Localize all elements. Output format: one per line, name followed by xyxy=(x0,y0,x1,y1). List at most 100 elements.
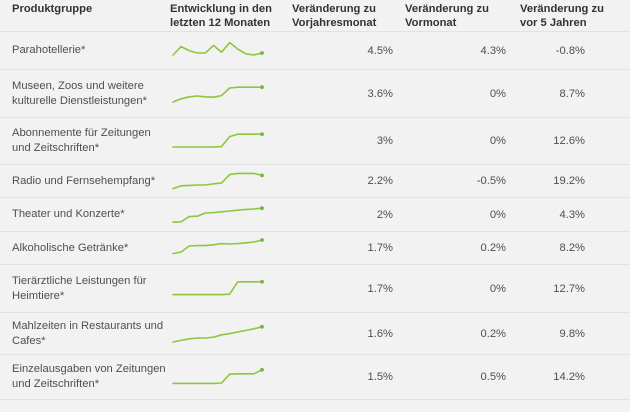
row-value-yoy: 1.6% xyxy=(367,327,394,340)
table-row[interactable]: Mahlzeiten in Restaurants und Cafes* 1.6% 0… xyxy=(0,313,630,355)
sparkline-endpoint-dot xyxy=(260,173,264,178)
row-value-mom: 4.3% xyxy=(480,44,507,57)
column-header-mom-line2: Vormonat xyxy=(405,16,457,29)
trend-sparkline xyxy=(172,84,264,103)
sparkline-path xyxy=(172,369,263,385)
sparkline-path xyxy=(172,325,263,343)
row-trend-sparkline-cell xyxy=(170,321,290,347)
column-header-mom-line1: Veränderung zu xyxy=(405,3,489,15)
row-trend-sparkline-cell xyxy=(170,81,290,107)
row-value-mom: 0% xyxy=(489,87,506,100)
sparkline-endpoint-dot xyxy=(260,238,264,242)
row-product-group: Museen, Zoos und weitere kulturelle Diens… xyxy=(0,79,170,109)
table-row[interactable]: Einzelausgaben von Zeitungen und Zeitschr… xyxy=(0,355,630,400)
row-product-group: Tierärztliche Leistungen für Heimtiere* xyxy=(0,274,170,304)
table-row[interactable]: Theater und Konzerte* 2% 0% 4.3% xyxy=(0,198,630,232)
row-product-group-line1: Radio und Fernsehempfang* xyxy=(12,174,156,187)
row-value-fiveyear: -0.8% xyxy=(555,44,585,57)
row-product-group-line1: Abonnemente für Zeitungen xyxy=(12,127,151,139)
row-product-group-line1: Einzelausgaben von Zeitungen xyxy=(12,363,166,375)
row-value-fiveyear: 12.7% xyxy=(553,282,585,295)
column-header-product-group-label: Produktgruppe xyxy=(12,3,93,15)
row-value-mom: 0% xyxy=(489,282,506,295)
row-value-yoy: 1.7% xyxy=(367,282,394,295)
column-header-product-group: Produktgruppe xyxy=(0,3,170,17)
row-value-fiveyear: 12.6% xyxy=(553,135,585,147)
row-product-group-line1: Museen, Zoos und weitere xyxy=(12,79,144,92)
row-product-group: Parahotellerie* xyxy=(0,43,170,58)
trend-sparkline xyxy=(172,41,264,56)
row-product-group-line2: und Zeitschriften* xyxy=(12,378,100,390)
table-row[interactable]: Radio und Fernsehempfang* 2.2% -0.5% 19.2% xyxy=(0,165,630,198)
row-product-group-line1: Mahlzeiten in Restaurants und xyxy=(12,319,164,332)
row-product-group-line2: kulturelle Dienstleistungen* xyxy=(12,94,147,107)
column-header-trend-line2: letzten 12 Monaten xyxy=(170,16,271,29)
row-product-group-line2: Heimtiere* xyxy=(12,289,65,302)
sparkline-path xyxy=(172,133,263,148)
sparkline-path xyxy=(172,239,263,255)
row-value-fiveyear: 9.8% xyxy=(559,327,586,340)
sparkline-path xyxy=(172,85,263,103)
row-value-mom: 0% xyxy=(489,208,506,221)
row-value-mom: 0.2% xyxy=(480,327,507,340)
table-row[interactable]: Alkoholische Getränke* 1.7% 0.2% 8.2% xyxy=(0,232,630,265)
row-trend-sparkline-cell xyxy=(170,128,290,154)
table-header-row: Produktgruppe Entwicklung in den letzten… xyxy=(0,0,630,32)
row-value-fiveyear: 8.7% xyxy=(559,87,586,100)
sparkline-endpoint-dot xyxy=(260,324,264,329)
trend-sparkline xyxy=(172,205,264,223)
sparkline-path xyxy=(172,206,263,223)
row-value-fiveyear: 14.2% xyxy=(553,371,585,383)
trend-sparkline xyxy=(172,238,264,255)
sparkline-endpoint-dot xyxy=(260,50,264,55)
row-product-group-line1: Tierärztliche Leistungen für xyxy=(12,274,147,287)
table-row[interactable]: Tierärztliche Leistungen für Heimtiere* 1.… xyxy=(0,265,630,313)
row-product-group: Alkoholische Getränke* xyxy=(0,241,170,256)
trend-sparkline xyxy=(172,172,264,190)
row-trend-sparkline-cell xyxy=(170,235,290,261)
trend-sparkline xyxy=(172,132,264,148)
row-product-group: Abonnemente für Zeitungen und Zeitschrift… xyxy=(0,126,170,156)
row-trend-sparkline-cell xyxy=(170,202,290,228)
sparkline-endpoint-dot xyxy=(260,279,264,284)
sparkline-path xyxy=(172,41,263,56)
row-product-group: Mahlzeiten in Restaurants und Cafes* xyxy=(0,319,170,349)
row-product-group-line2: Cafes* xyxy=(12,334,46,347)
row-value-yoy: 3.6% xyxy=(367,87,394,100)
row-value-yoy: 3% xyxy=(376,135,393,147)
row-value-fiveyear: 4.3% xyxy=(559,208,586,221)
row-value-mom: 0.2% xyxy=(480,242,507,254)
row-value-yoy: 1.7% xyxy=(367,242,394,254)
column-header-yoy-line2: Vorjahresmonat xyxy=(292,16,377,29)
trend-sparkline xyxy=(172,324,264,343)
column-header-fiveyear-line2: vor 5 Jahren xyxy=(520,16,587,29)
table-row[interactable]: Museen, Zoos und weitere kulturelle Diens… xyxy=(0,70,630,118)
column-header-fiveyear: Veränderung zu vor 5 Jahren xyxy=(516,3,629,30)
table-row[interactable]: Parahotellerie* 4.5% 4.3% -0.8% xyxy=(0,32,630,70)
trend-sparkline xyxy=(172,367,264,385)
row-trend-sparkline-cell xyxy=(170,38,290,64)
price-change-table: Produktgruppe Entwicklung in den letzten… xyxy=(0,0,630,400)
row-product-group-line1: Theater und Konzerte* xyxy=(12,208,125,220)
row-value-mom: 0.5% xyxy=(480,371,507,383)
row-product-group: Radio und Fernsehempfang* xyxy=(0,174,170,189)
sparkline-path xyxy=(172,172,263,190)
column-header-yoy-line1: Veränderung zu xyxy=(292,3,376,15)
row-product-group-line2: und Zeitschriften* xyxy=(12,142,100,154)
row-value-yoy: 2.2% xyxy=(367,175,394,187)
row-value-yoy: 2% xyxy=(376,208,393,221)
table-row[interactable]: Abonnemente für Zeitungen und Zeitschrift… xyxy=(0,118,630,165)
row-trend-sparkline-cell xyxy=(170,168,290,194)
column-header-trend: Entwicklung in den letzten 12 Monaten xyxy=(170,3,290,30)
row-value-yoy: 1.5% xyxy=(367,371,394,383)
sparkline-endpoint-dot xyxy=(260,205,264,210)
trend-sparkline xyxy=(172,279,264,295)
row-product-group: Theater und Konzerte* xyxy=(0,207,170,222)
row-value-mom: 0% xyxy=(489,135,506,147)
row-trend-sparkline-cell xyxy=(170,364,290,390)
row-value-fiveyear: 19.2% xyxy=(553,175,585,187)
row-value-fiveyear: 8.2% xyxy=(559,242,586,254)
sparkline-path xyxy=(172,280,263,295)
row-product-group-line1: Parahotellerie* xyxy=(12,44,86,56)
column-header-mom: Veränderung zu Vormonat xyxy=(403,3,516,30)
